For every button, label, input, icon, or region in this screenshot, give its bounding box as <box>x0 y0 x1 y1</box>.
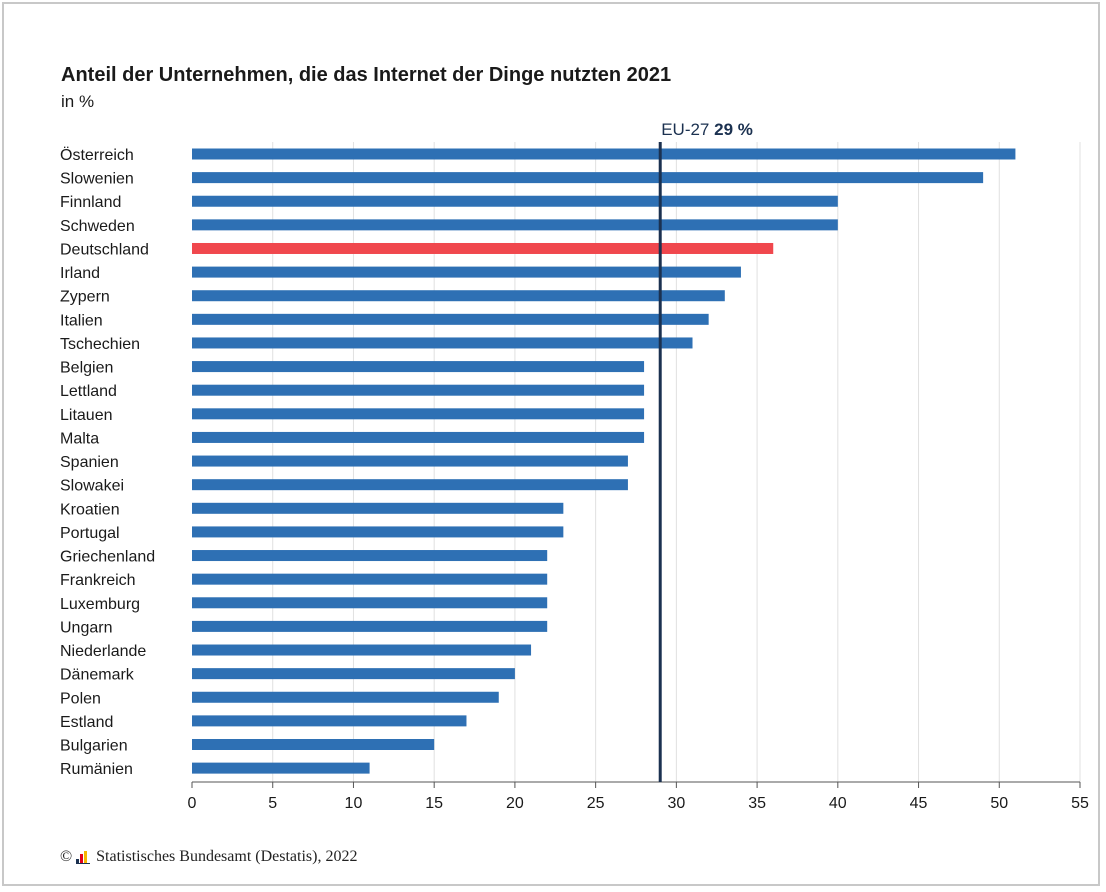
category-label: Portugal <box>60 525 120 542</box>
x-tick-label: 50 <box>990 795 1008 812</box>
category-label: Lettland <box>60 383 117 400</box>
category-label: Italien <box>60 312 103 329</box>
category-label: Tschechien <box>60 336 140 353</box>
category-label: Malta <box>60 430 99 447</box>
bar <box>192 455 628 467</box>
bar <box>192 550 548 562</box>
category-label: Zypern <box>60 289 110 306</box>
category-label: Bulgarien <box>60 738 128 755</box>
reference-line-group: EU-27 29 % <box>658 120 753 782</box>
x-axis: 0 5 10 15 20 25 30 35 40 45 50 55 <box>188 781 1089 812</box>
category-label: Belgien <box>60 360 113 377</box>
bar <box>192 644 532 656</box>
bar <box>192 266 741 278</box>
x-tick-label: 25 <box>587 795 605 812</box>
category-label: Finnland <box>60 194 121 211</box>
source-text: Statistisches Bundesamt (Destatis), 2022 <box>96 848 358 865</box>
bar <box>192 479 628 491</box>
reference-label-name: EU-27 <box>661 120 714 139</box>
bar <box>192 408 645 420</box>
category-label: Spanien <box>60 454 119 471</box>
bar <box>192 361 645 373</box>
reference-label-value: 29 % <box>714 120 753 139</box>
bar <box>192 691 499 703</box>
bar <box>192 526 564 538</box>
category-label: Irland <box>60 265 100 282</box>
category-label: Litauen <box>60 407 113 424</box>
chart-title: Anteil der Unternehmen, die das Internet… <box>61 64 672 86</box>
x-tick-label: 45 <box>910 795 928 812</box>
bar <box>192 715 467 727</box>
category-labels: Österreich Slowenien Finnland Schweden Deuts… <box>60 146 155 778</box>
bar <box>192 620 548 632</box>
bars <box>192 148 1016 774</box>
bar <box>192 219 838 231</box>
bar <box>192 597 548 609</box>
destatis-logo-icon <box>76 851 91 864</box>
bar <box>192 431 645 443</box>
category-label: Dänemark <box>60 667 135 684</box>
chart-subtitle: in % <box>61 92 95 111</box>
category-label: Kroatien <box>60 501 120 518</box>
category-label: Niederlande <box>60 643 146 660</box>
bar-highlight <box>192 242 774 254</box>
x-tick-label: 40 <box>829 795 847 812</box>
x-tick-label: 15 <box>425 795 443 812</box>
bar <box>192 739 435 750</box>
category-label: Slowenien <box>60 171 134 188</box>
bar <box>192 573 548 585</box>
copyright-symbol: © <box>60 848 73 865</box>
bar <box>192 148 1016 160</box>
bar <box>192 384 645 396</box>
x-tick-label: 5 <box>268 795 277 812</box>
bar <box>192 762 370 774</box>
category-label: Deutschland <box>60 241 149 258</box>
bar <box>192 172 984 184</box>
source-footer: © Statistisches Bundesamt (Destatis), 20… <box>60 848 357 866</box>
category-label: Griechenland <box>60 549 155 566</box>
x-tick-label: 0 <box>188 795 197 812</box>
category-label: Luxemburg <box>60 596 140 613</box>
category-label: Frankreich <box>60 572 136 589</box>
bar <box>192 337 693 349</box>
category-label: Polen <box>60 690 101 707</box>
category-label: Ungarn <box>60 619 112 636</box>
x-tick-label: 30 <box>667 795 685 812</box>
bar <box>192 668 515 680</box>
bar <box>192 313 709 325</box>
x-tick-label: 20 <box>506 795 524 812</box>
bar <box>192 195 838 207</box>
category-label: Rumänien <box>60 761 133 778</box>
category-label: Schweden <box>60 218 135 235</box>
category-label: Österreich <box>60 146 134 164</box>
eu27-reference-label: EU-27 29 % <box>661 120 753 139</box>
x-tick-label: 55 <box>1071 795 1089 812</box>
category-label: Slowakei <box>60 478 124 495</box>
bar <box>192 290 725 302</box>
category-label: Estland <box>60 714 113 731</box>
x-tick-label: 10 <box>345 795 363 812</box>
x-tick-label: 35 <box>748 795 766 812</box>
bar <box>192 502 564 514</box>
